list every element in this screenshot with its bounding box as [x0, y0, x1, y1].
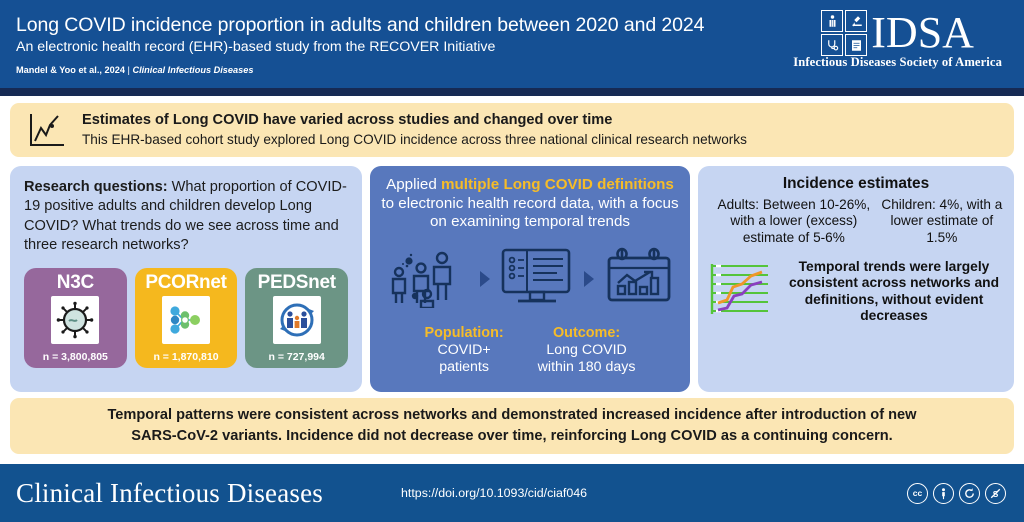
key-finding-callout: Estimates of Long COVID have varied acro… [10, 103, 1014, 157]
conclusion-banner: Temporal patterns were consistent across… [10, 398, 1014, 454]
population-label-block: Population: COVID+ patients [425, 325, 504, 376]
methods-labels: Population: COVID+ patients Outcome: Lon… [380, 325, 680, 376]
footer-journal-title: Clinical Infectious Diseases [16, 477, 324, 508]
network-nodes-icon [162, 295, 210, 344]
family-circle-icon [272, 295, 321, 344]
callout-headline: Estimates of Long COVID have varied acro… [82, 112, 613, 128]
network-sample-size: n = 3,800,805 [42, 350, 108, 363]
methods-head-post: to electronic health record data, with a… [381, 194, 679, 231]
network-sample-size: n = 727,994 [268, 350, 325, 363]
citation-line: Mandel & Yoo et al., 2024 | Clinical Inf… [16, 65, 793, 75]
cc-by-icon [933, 482, 954, 504]
stethoscope-icon [821, 34, 844, 56]
license-badges: cc S [907, 482, 1024, 504]
doi-link[interactable]: https://doi.org/10.1093/cid/ciaf046 [401, 486, 588, 500]
methods-panel: Applied multiple Long COVID definitions … [370, 166, 690, 392]
microscope-icon [845, 10, 868, 32]
line-chart-icon [24, 111, 70, 149]
outcome-label-block: Outcome: Long COVID within 180 days [538, 325, 636, 376]
virus-icon [51, 295, 100, 344]
panel-row: Research questions: What proportion of C… [10, 166, 1014, 392]
population-title: Population: [424, 324, 504, 341]
page-subtitle: An electronic health record (EHR)-based … [16, 39, 496, 55]
network-card-pcornet: PCORnet n = 1,870,810 [134, 267, 238, 368]
network-sample-size: n = 1,870,810 [153, 350, 219, 363]
network-card-row: N3C [24, 267, 349, 368]
trend-text: Temporal trends were largely consistent … [788, 258, 1000, 324]
calendar-chart-icon [604, 246, 674, 313]
trend-lines-icon [708, 258, 776, 325]
temporal-trend-block: Temporal trends were largely consistent … [708, 258, 1004, 325]
methods-head-highlight: multiple Long COVID definitions [441, 176, 674, 193]
idsa-tagline: Infectious Diseases Society of America [793, 55, 1002, 69]
idsa-icon-grid [821, 10, 868, 56]
children-estimate: Children: 4%, with a lower estimate of 1… [881, 197, 1003, 245]
outcome-detail: Long COVID within 180 days [537, 341, 636, 375]
header-banner: Long COVID incidence proportion in adult… [0, 0, 1024, 88]
doctor-icon [821, 10, 844, 32]
research-question-text: Research questions: What proportion of C… [24, 178, 348, 256]
incidence-columns: Adults: Between 10-26%, with a lower (ex… [708, 197, 1004, 246]
network-name: PEDSnet [257, 271, 336, 293]
callout-text: Estimates of Long COVID have varied acro… [82, 111, 747, 149]
population-detail: COVID+ patients [437, 341, 491, 375]
infected-people-icon [386, 246, 470, 313]
idsa-logo: IDSA Infectious Diseases Society of Amer… [793, 2, 1024, 70]
citation-separator: | [124, 65, 133, 75]
idsa-logo-row: IDSA [821, 10, 974, 56]
cc-nc-icon: S [985, 482, 1006, 504]
flow-arrow-2 [584, 271, 594, 287]
research-questions-panel: Research questions: What proportion of C… [10, 166, 362, 392]
citation-journal: Clinical Infectious Diseases [132, 65, 254, 75]
header-text-block: Long COVID incidence proportion in adult… [0, 0, 793, 75]
cc-icon: cc [907, 482, 928, 504]
outcome-title: Outcome: [552, 324, 621, 341]
network-card-pedsnet: PEDSnet n = 727,994 [245, 267, 349, 368]
methods-head-pre: Applied [386, 176, 441, 193]
methods-headline: Applied multiple Long COVID definitions … [380, 176, 680, 232]
adults-estimate: Adults: Between 10-26%, with a lower (ex… [717, 197, 871, 245]
research-questions-label: Research questions: [24, 179, 168, 195]
idsa-wordmark: IDSA [871, 8, 974, 57]
page-title: Long COVID incidence proportion in adult… [16, 14, 705, 36]
ehr-monitor-icon [500, 246, 574, 313]
network-name: N3C [56, 271, 94, 293]
footer-bar: Clinical Infectious Diseases https://doi… [0, 464, 1024, 522]
methods-flow [380, 246, 680, 313]
navy-divider [0, 88, 1024, 96]
network-name: PCORnet [145, 271, 227, 293]
research-questions-body: What proportion of COVID-19 positive adu… [24, 179, 347, 254]
incidence-panel: Incidence estimates Adults: Between 10-2… [698, 166, 1014, 392]
cc-sa-icon [959, 482, 980, 504]
network-card-n3c: N3C [24, 267, 127, 368]
incidence-title: Incidence estimates [782, 175, 930, 192]
flow-arrow-1 [480, 271, 490, 287]
clipboard-icon [845, 34, 868, 56]
conclusion-line-2: SARS-CoV-2 variants. Incidence did not d… [131, 428, 893, 444]
citation-authors: Mandel & Yoo et al., 2024 [16, 65, 125, 75]
callout-subline: This EHR-based cohort study explored Lon… [82, 132, 747, 147]
conclusion-line-1: Temporal patterns were consistent across… [107, 407, 917, 423]
